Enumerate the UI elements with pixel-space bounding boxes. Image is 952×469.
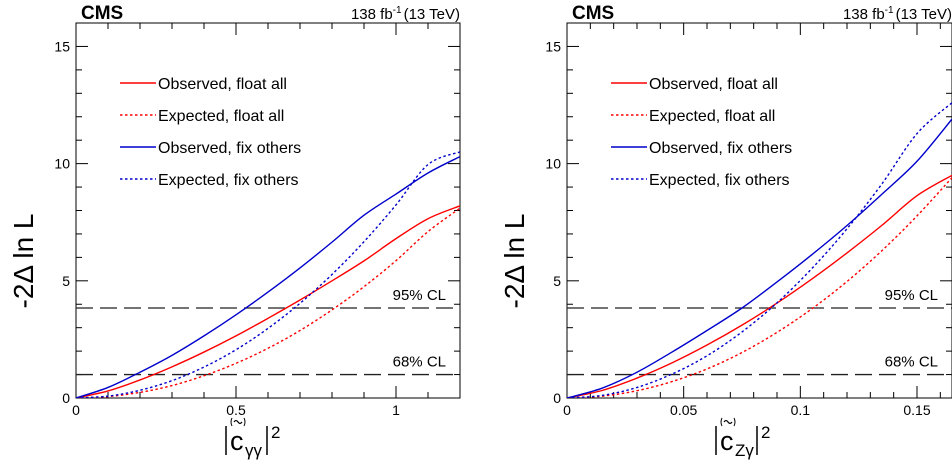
lumi-exponent: -1 xyxy=(885,5,894,16)
x-tick-label: 0.15 xyxy=(903,402,930,418)
series-line-1 xyxy=(567,174,952,398)
legend-label: Observed, float all xyxy=(158,76,287,93)
legend-label: Observed, fix others xyxy=(649,140,792,157)
series-line-3 xyxy=(76,155,460,398)
legend-label: Expected, fix others xyxy=(158,172,299,189)
x-label-symbol: c xyxy=(230,426,244,456)
legend: Observed, float all Expected, float all Ob… xyxy=(611,76,792,189)
cl-label: 95% CL xyxy=(393,287,446,304)
lumi-exponent: -1 xyxy=(393,5,402,16)
series-line-2 xyxy=(567,177,952,398)
cl-label: 95% CL xyxy=(885,287,938,304)
y-tick-label: 15 xyxy=(545,38,561,54)
series-group xyxy=(76,151,460,398)
y-tick-label: 5 xyxy=(62,273,70,289)
lumi-value: 138 fb xyxy=(843,6,885,23)
y-tick-label: 10 xyxy=(54,156,70,172)
series-line-4 xyxy=(567,102,952,398)
x-tick-label: 0.05 xyxy=(670,402,697,418)
panel-2: 0 5 10 15 0 0.05 0.1 0.15 95% CL 68% CL Observed, … xyxy=(499,3,952,460)
legend-label: Expected, fix others xyxy=(649,172,790,189)
legend-label: Observed, fix others xyxy=(158,140,301,157)
x-tick-label: 0.1 xyxy=(791,402,811,418)
lumi-value: 138 fb xyxy=(351,6,393,23)
y-tick-label: 0 xyxy=(553,390,561,406)
series-line-4 xyxy=(76,151,460,398)
x-label-symbol: c xyxy=(720,426,734,456)
legend-label: Observed, float all xyxy=(649,76,778,93)
series-line-2 xyxy=(76,207,460,398)
accent-parens xyxy=(720,417,736,427)
y-tick-label: 15 xyxy=(54,38,70,54)
x-label-exponent: 2 xyxy=(271,423,280,442)
x-tick-label: 0 xyxy=(72,402,80,418)
x-tick-label: 1 xyxy=(392,402,400,418)
lumi-energy: (13 TeV) xyxy=(896,6,952,23)
x-axis-label: c Zγ 2 xyxy=(715,417,770,460)
y-tick-label: 10 xyxy=(545,156,561,172)
accent-parens xyxy=(230,417,246,427)
x-tick-label: 0.5 xyxy=(226,402,246,418)
cms-label: CMS xyxy=(572,3,614,24)
lumi-label: 138 fb-1 (13 TeV) xyxy=(351,5,460,23)
lumi-energy: (13 TeV) xyxy=(404,6,460,23)
x-label-exponent: 2 xyxy=(761,423,770,442)
x-axis-label: c γγ 2 xyxy=(225,417,280,460)
legend-label: Expected, float all xyxy=(158,108,284,125)
y-tick-label: 0 xyxy=(62,390,70,406)
y-axis-label: -2Δ ln L xyxy=(8,214,39,309)
legend-label: Expected, float all xyxy=(649,108,775,125)
y-tick-label: 5 xyxy=(553,273,561,289)
lumi-label: 138 fb-1 (13 TeV) xyxy=(843,5,952,23)
cl-label: 68% CL xyxy=(885,354,938,371)
x-label-subscript: γγ xyxy=(245,441,263,460)
x-tick-label: 0 xyxy=(563,402,571,418)
y-axis-label: -2Δ ln L xyxy=(499,214,530,309)
series-group xyxy=(567,102,952,398)
cms-label: CMS xyxy=(81,3,123,24)
series-line-3 xyxy=(567,118,952,398)
x-label-subscript: Zγ xyxy=(735,441,754,460)
cl-label: 68% CL xyxy=(393,354,446,371)
series-line-1 xyxy=(76,205,460,398)
tilde-accent xyxy=(723,419,733,425)
tilde-accent xyxy=(233,419,243,425)
legend: Observed, float all Expected, float all Ob… xyxy=(120,76,301,189)
panel-1: 0 5 10 15 0 0.5 1 95% CL 68% CL Observed, float a… xyxy=(8,3,461,460)
